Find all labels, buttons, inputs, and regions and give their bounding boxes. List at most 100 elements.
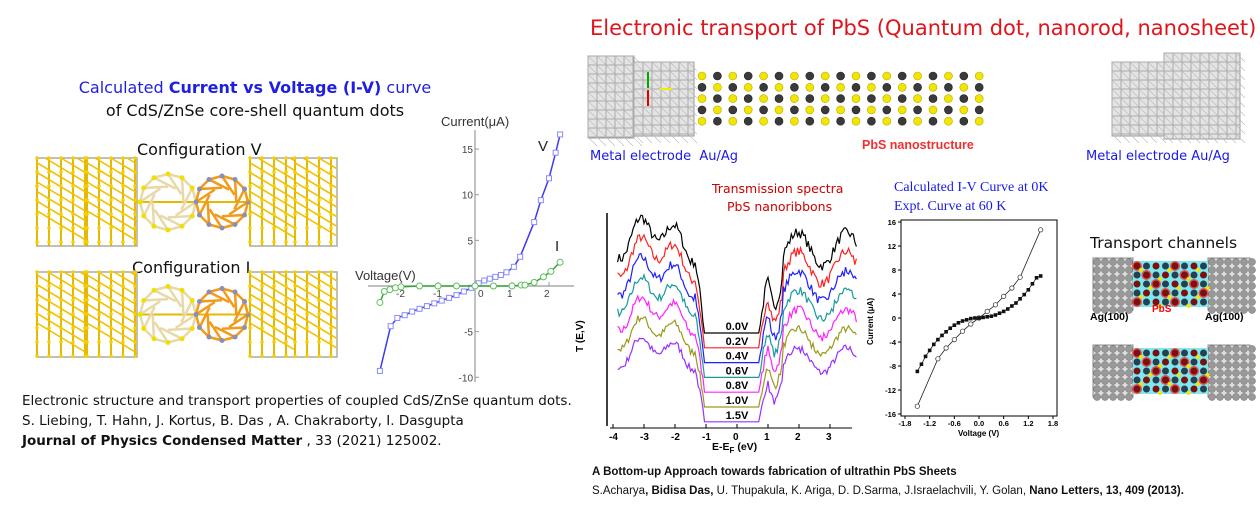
gold-atom (35, 284, 39, 288)
cds-core-bond (180, 290, 185, 315)
electrode-grid (1190, 61, 1201, 72)
gold-atom (109, 354, 113, 358)
electrode-grid (1120, 106, 1131, 117)
electrode-grid (614, 73, 625, 84)
electrode-grid (1217, 88, 1228, 99)
ag-atom (1232, 258, 1240, 266)
s-atom (1186, 304, 1191, 308)
znse-shell-atom (193, 199, 199, 205)
ag-atom (1248, 369, 1256, 377)
sulfur-atom (913, 94, 922, 103)
pb-atom (1181, 298, 1188, 306)
pb-atom (1143, 385, 1150, 393)
electrode-grid (660, 124, 671, 135)
bias-label: 0.8V (726, 380, 749, 392)
electrode-grid (1147, 61, 1158, 72)
ag-atom (1224, 353, 1232, 361)
gold-atom (71, 326, 75, 330)
electrode-grid (660, 61, 671, 72)
gold-atom (35, 312, 39, 316)
electrode-grid (633, 79, 644, 90)
gold-atom (293, 298, 297, 302)
electrode-grid (1147, 133, 1158, 144)
cds-core-bond (159, 214, 183, 228)
data-point-V (486, 275, 493, 282)
pb-atom (1143, 358, 1150, 366)
ag-atom (1093, 258, 1101, 266)
sulfur-atom (836, 105, 845, 115)
lead-atom (928, 94, 938, 103)
gold-atom (260, 354, 264, 358)
ag-atom (1224, 377, 1232, 385)
lead-atom (959, 94, 969, 103)
ag-atom (1125, 298, 1133, 306)
pb-atom (1162, 349, 1169, 357)
ag-atom (1101, 290, 1109, 298)
electrode-grid (660, 79, 671, 90)
data-point-V (546, 175, 552, 182)
ag-atom (1224, 298, 1232, 306)
data-point-expt (981, 315, 985, 320)
data-point-V (453, 292, 460, 299)
sulfur-atom (697, 116, 707, 126)
sulfur-atom (836, 83, 845, 92)
electrode-grid (1111, 79, 1122, 90)
cds-core-atom (165, 284, 171, 289)
cds-core-atom (165, 171, 171, 177)
electrode-grid (687, 106, 698, 117)
x-tick-label: 1.2 (1023, 419, 1033, 428)
s-atom (1186, 277, 1191, 281)
electrode-grid (1163, 133, 1174, 144)
electrode-grid (651, 115, 662, 126)
ag-atom (1101, 361, 1109, 369)
gold-atom (47, 156, 51, 160)
lead-atom (913, 83, 922, 92)
ag-atom (1216, 266, 1224, 274)
gold-atom (284, 184, 288, 188)
cds-core-bond (175, 313, 197, 329)
electrode-grid (678, 133, 689, 144)
gold-atom (293, 198, 297, 202)
pb-atom (1190, 349, 1198, 357)
sulfur-atom (867, 83, 876, 92)
spectrum-line-1.0V (617, 315, 857, 408)
electrode-grid (1226, 52, 1237, 63)
ag-atom (1093, 393, 1101, 401)
electrode-grid (1120, 79, 1131, 90)
data-point-V (409, 308, 416, 315)
cds-core-bond (142, 193, 156, 217)
pb-atom (1171, 358, 1179, 366)
gold-atom (59, 170, 63, 174)
ag-atom (1248, 353, 1256, 361)
gold-atom (97, 340, 101, 344)
gold-atom (85, 326, 89, 330)
electrode-grid (687, 61, 698, 72)
electrode-grid (1235, 133, 1246, 144)
gold-atom (260, 270, 264, 274)
electrode-grid (687, 88, 698, 99)
lattice-bond (294, 303, 338, 330)
ag-atom (1109, 377, 1117, 385)
gold-atom (133, 170, 137, 174)
gold-atom (109, 198, 113, 202)
electrode-grid (1172, 133, 1183, 144)
ag-atom (1208, 377, 1216, 385)
ag-atom (1208, 282, 1216, 290)
lattice-bond (249, 322, 296, 351)
electrode-grid (1199, 79, 1210, 90)
lattice-bond (294, 322, 338, 349)
sulfur-atom (820, 116, 830, 126)
gold-atom (109, 298, 113, 302)
gold-atom (97, 212, 101, 216)
gold-atom (109, 156, 113, 160)
ag-atom (1216, 298, 1224, 306)
data-point-expt (931, 342, 936, 347)
gold-atom (71, 354, 75, 358)
gold-atom (121, 198, 125, 202)
gold-atom (329, 156, 333, 160)
cds-core-bond (175, 200, 197, 217)
electrode-grid (669, 97, 680, 108)
gold-atom (59, 298, 63, 302)
data-point-expt (1005, 307, 1010, 311)
